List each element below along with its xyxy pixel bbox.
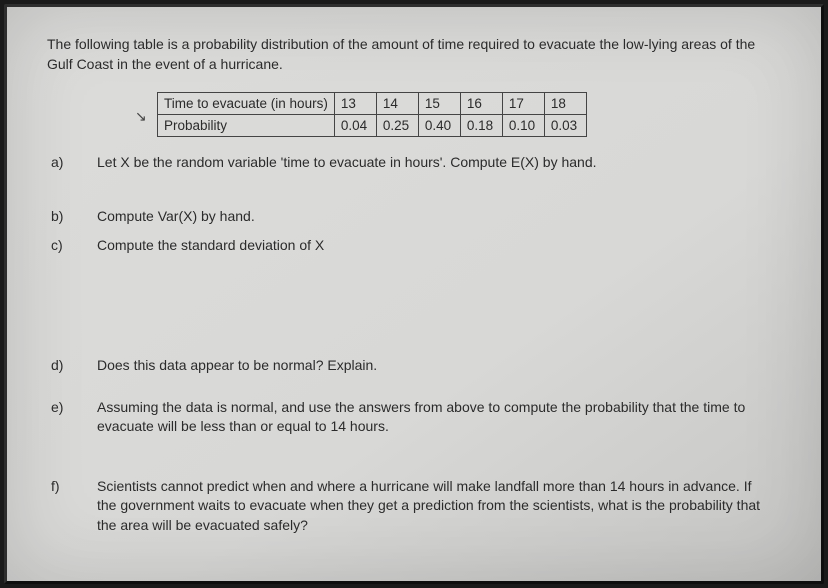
question-f: f) Scientists cannot predict when and wh…: [47, 477, 773, 536]
time-cell: 16: [460, 93, 502, 115]
table-row-time: Time to evacuate (in hours) 13 14 15 16 …: [158, 93, 587, 115]
time-cell: 14: [376, 93, 418, 115]
time-cell: 17: [502, 93, 544, 115]
question-e: e) Assuming the data is normal, and use …: [47, 398, 773, 437]
prob-cell: 0.18: [460, 115, 502, 137]
question-text: Does this data appear to be normal? Expl…: [97, 356, 773, 376]
question-label: a): [47, 153, 97, 173]
question-c: c) Compute the standard deviation of X: [47, 236, 773, 256]
question-text: Compute Var(X) by hand.: [97, 207, 773, 227]
time-cell: 18: [544, 93, 586, 115]
probability-table-wrap: ↘ Time to evacuate (in hours) 13 14 15 1…: [157, 92, 773, 137]
question-text: Assuming the data is normal, and use the…: [97, 398, 773, 437]
prob-cell: 0.40: [418, 115, 460, 137]
time-row-label: Time to evacuate (in hours): [158, 93, 335, 115]
question-text: Scientists cannot predict when and where…: [97, 477, 773, 536]
prob-cell: 0.03: [544, 115, 586, 137]
question-label: f): [47, 477, 97, 536]
question-text: Let X be the random variable 'time to ev…: [97, 153, 773, 173]
probability-table: Time to evacuate (in hours) 13 14 15 16 …: [157, 92, 587, 137]
question-label: c): [47, 236, 97, 256]
question-label: e): [47, 398, 97, 437]
worksheet-page: The following table is a probability dis…: [4, 4, 824, 584]
prob-cell: 0.10: [502, 115, 544, 137]
prob-cell: 0.25: [376, 115, 418, 137]
intro-text: The following table is a probability dis…: [47, 35, 773, 74]
time-cell: 13: [334, 93, 376, 115]
question-a: a) Let X be the random variable 'time to…: [47, 153, 773, 173]
table-row-prob: Probability 0.04 0.25 0.40 0.18 0.10 0.0…: [158, 115, 587, 137]
question-label: d): [47, 356, 97, 376]
prob-row-label: Probability: [158, 115, 335, 137]
question-label: b): [47, 207, 97, 227]
question-b: b) Compute Var(X) by hand.: [47, 207, 773, 227]
time-cell: 15: [418, 93, 460, 115]
handwritten-arrow-icon: ↘: [135, 108, 147, 125]
question-d: d) Does this data appear to be normal? E…: [47, 356, 773, 376]
prob-cell: 0.04: [334, 115, 376, 137]
question-text: Compute the standard deviation of X: [97, 236, 773, 256]
